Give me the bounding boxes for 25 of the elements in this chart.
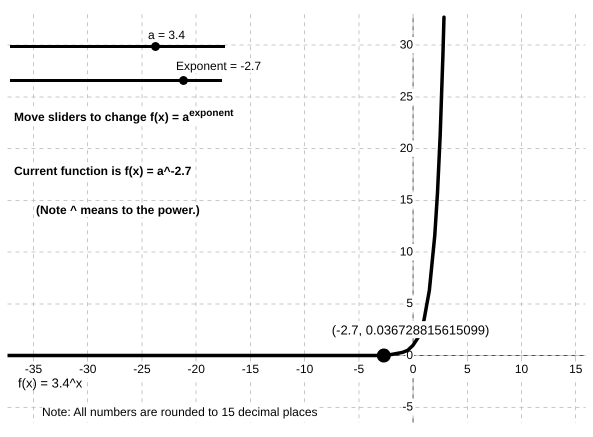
annotation: Exponent = -2.7 — [176, 59, 262, 73]
x-tick-label: -15 — [242, 362, 260, 376]
y-tick-label: 15 — [400, 192, 414, 207]
series-label: f(x) = 3.4^x — [18, 376, 83, 391]
y-tick-label: 10 — [400, 244, 414, 258]
x-tick-label: -5 — [354, 362, 365, 376]
x-tick-label: -25 — [133, 362, 151, 376]
annotation: a = 3.4 — [148, 28, 186, 42]
x-tick-label: -30 — [79, 362, 97, 376]
y-tick-label: 5 — [406, 296, 414, 310]
x-tick-label: 15 — [569, 362, 583, 376]
y-tick-label: 30 — [400, 38, 414, 52]
annotation: Move sliders to change f(x) = a$^{exponent}$ — [14, 108, 234, 124]
y-tick-label: 25 — [400, 89, 414, 104]
y-tick-label: 20 — [400, 140, 414, 155]
y-tick-label: -5 — [402, 400, 414, 414]
annotation: (Note ^ means to the power.) — [36, 203, 200, 217]
annotation: Note: All numbers are rounded to 15 decimal places — [42, 405, 318, 419]
annotation: (-2.7, 0.036728815615099) — [332, 322, 490, 338]
x-tick-label: 10 — [514, 362, 529, 376]
x-tick-label: -10 — [296, 362, 314, 376]
x-tick-label: 5 — [464, 362, 471, 376]
annotation: Current function is f(x) = a^-2.7 — [14, 164, 192, 178]
x-tick-label: -35 — [24, 362, 43, 376]
x-tick-label: -20 — [188, 362, 206, 376]
